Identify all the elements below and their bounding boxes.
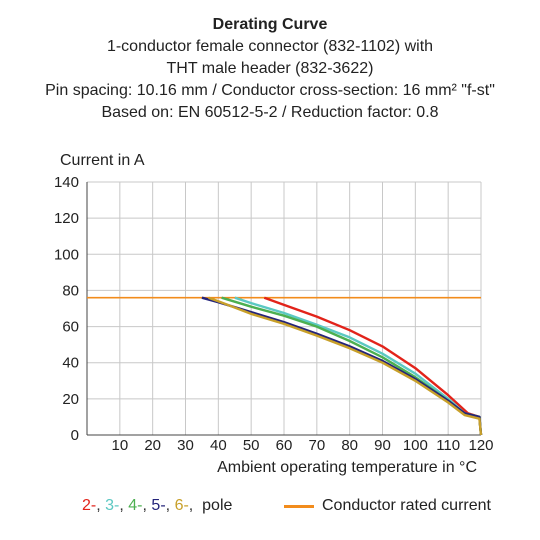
chart-subtitle-line-2: THT male header (832-3622) <box>166 60 374 77</box>
y-axis-label: Current in A <box>60 152 145 169</box>
y-tick-label: 140 <box>54 174 79 191</box>
legend-pole-6: 6- <box>174 497 189 514</box>
x-tick-label: 90 <box>374 437 391 454</box>
chart-subtitle-line-1: 1-conductor female connector (832-1102) … <box>106 38 434 55</box>
y-tick-label: 20 <box>62 391 79 408</box>
x-tick-label: 10 <box>111 437 128 454</box>
x-tick-label: 110 <box>436 437 460 454</box>
chart-subtitle-line-3: Pin spacing: 10.16 mm / Conductor cross-… <box>45 82 495 99</box>
series-line-5-pole <box>201 296 483 436</box>
x-tick-label: 120 <box>468 437 493 454</box>
y-tick-label: 0 <box>71 427 79 444</box>
legend-separator: , <box>119 497 124 514</box>
legend-separator: , <box>165 497 171 514</box>
x-tick-label: 80 <box>341 437 358 454</box>
legend-pole-2: 2- <box>82 497 97 514</box>
legend-separator: , <box>142 497 147 514</box>
x-tick-label: 70 <box>308 437 325 454</box>
legend-separator: , <box>96 497 101 514</box>
x-tick-label: 50 <box>243 437 260 454</box>
series-line-4-pole <box>221 296 483 436</box>
y-tick-label: 40 <box>62 355 79 372</box>
x-tick-label: 100 <box>403 437 428 454</box>
series-line-6-pole <box>208 296 483 436</box>
rated-current-swatch <box>284 504 314 508</box>
chart-subtitle-line-4: Based on: EN 60512-5-2 / Reduction facto… <box>101 104 439 121</box>
pole-legend: 2-, 3-, 4-, 5-, 6-, pole <box>82 497 232 515</box>
y-tick-label: 80 <box>62 282 79 299</box>
x-tick-label: 60 <box>276 437 293 454</box>
y-tick-label: 120 <box>54 210 79 227</box>
y-tick-label: 100 <box>54 246 79 263</box>
x-axis-label: Ambient operating temperature in °C <box>217 459 477 476</box>
chart-title: Derating Curve <box>212 16 328 33</box>
x-tick-label: 40 <box>210 437 227 454</box>
rated-current-legend: Conductor rated current <box>284 497 491 515</box>
x-tick-label: 30 <box>177 437 194 454</box>
legend-pole-suffix: pole <box>202 497 233 514</box>
chart-title-block: Derating Curve 1-conductor female connec… <box>0 14 540 124</box>
rated-current-label: Conductor rated current <box>322 497 491 514</box>
x-tick-label: 20 <box>144 437 161 454</box>
legend-pole-5: 5- <box>151 497 166 514</box>
legend-separator: , <box>188 497 194 514</box>
legend-pole-3: 3- <box>105 497 120 514</box>
legend-pole-4: 4- <box>128 497 143 514</box>
y-tick-label: 60 <box>62 319 79 336</box>
